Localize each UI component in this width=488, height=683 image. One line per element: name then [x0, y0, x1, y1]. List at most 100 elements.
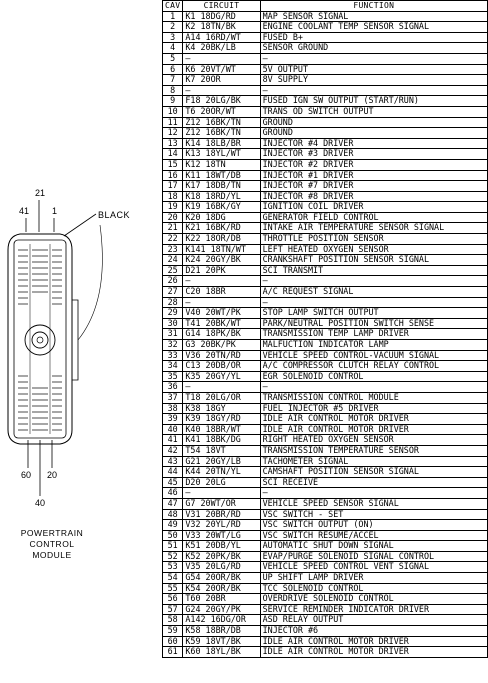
cell-function: GROUND [260, 117, 487, 128]
cell-function: CAMSHAFT POSITION SENSOR SIGNAL [260, 467, 487, 478]
cell-function: VEHICLE SPEED CONTROL-VACUUM SIGNAL [260, 350, 487, 361]
cell-circuit: — [183, 85, 260, 96]
pin-label-41: 41 [19, 206, 29, 216]
table-row: 46— — [163, 488, 488, 499]
cell-circuit: G7 20WT/OR [183, 498, 260, 509]
cell-function: SCI RECEIVE [260, 477, 487, 488]
table-row: 5— — [163, 53, 488, 64]
cell-circuit: T41 20BK/WT [183, 318, 260, 329]
cell-cav: 34 [163, 361, 183, 372]
table-row: 51 K51 20DB/YL AUTOMATIC SHUT DOWN SIGNAL [163, 541, 488, 552]
cell-cav: 38 [163, 403, 183, 414]
cell-cav: 4 [163, 43, 183, 54]
cell-circuit: K13 18YL/WT [183, 149, 260, 160]
cell-circuit: D20 20LG [183, 477, 260, 488]
cell-circuit: K22 18OR/DB [183, 234, 260, 245]
cell-function: IDLE AIR CONTROL MOTOR DRIVER [260, 636, 487, 647]
cell-function: TRANSMISSION CONTROL MODULE [260, 392, 487, 403]
cell-cav: 17 [163, 181, 183, 192]
cell-circuit: A142 16DG/OR [183, 615, 260, 626]
cell-function: SCI TRANSMIT [260, 265, 487, 276]
cell-cav: 39 [163, 414, 183, 425]
cell-cav: 11 [163, 117, 183, 128]
cell-circuit: V35 20LG/RD [183, 562, 260, 573]
cell-function: — [260, 85, 487, 96]
cell-cav: 2 [163, 22, 183, 33]
cell-cav: 41 [163, 435, 183, 446]
cell-cav: 55 [163, 583, 183, 594]
table-row: 23 K141 18TN/WT LEFT HEATED OXYGEN SENSOR [163, 244, 488, 255]
cell-function: A/C COMPRESSOR CLUTCH RELAY CONTROL [260, 361, 487, 372]
cell-cav: 58 [163, 615, 183, 626]
cell-circuit: — [183, 297, 260, 308]
cell-function: MAP SENSOR SIGNAL [260, 11, 487, 22]
cell-circuit: K6 20VT/WT [183, 64, 260, 75]
table-row: 6 K6 20VT/WT 5V OUTPUT [163, 64, 488, 75]
cell-circuit: V40 20WT/PK [183, 308, 260, 319]
cell-cav: 5 [163, 53, 183, 64]
cell-function: RIGHT HEATED OXYGEN SENSOR [260, 435, 487, 446]
table-row: 8— — [163, 85, 488, 96]
cell-circuit: K19 16BK/GY [183, 202, 260, 213]
black-label: BLACK [98, 210, 130, 220]
cell-function: — [260, 488, 487, 499]
cell-cav: 59 [163, 626, 183, 637]
table-row: 50 V33 20WT/LG VSC SWITCH RESUME/ACCEL [163, 530, 488, 541]
cell-circuit: — [183, 488, 260, 499]
table-row: 55 K54 20OR/BK TCC SOLENOID CONTROL [163, 583, 488, 594]
table-row: 15 K12 18TN INJECTOR #2 DRIVER [163, 159, 488, 170]
pin-label-1: 1 [52, 206, 57, 216]
cell-function: — [260, 276, 487, 287]
table-row: 18 K18 18RD/YL INJECTOR #8 DRIVER [163, 191, 488, 202]
cell-circuit: Z12 16BK/TN [183, 117, 260, 128]
cell-circuit: K51 20DB/YL [183, 541, 260, 552]
table-row: 1 K1 18DG/RD MAP SENSOR SIGNAL [163, 11, 488, 22]
cell-cav: 22 [163, 234, 183, 245]
cell-cav: 10 [163, 106, 183, 117]
cell-cav: 21 [163, 223, 183, 234]
mount-hole-outer [25, 325, 55, 355]
cell-circuit: K24 20GY/BK [183, 255, 260, 266]
cell-function: TCC SOLENOID CONTROL [260, 583, 487, 594]
cell-circuit: K17 18DB/TN [183, 181, 260, 192]
cell-circuit: K14 18LB/BR [183, 138, 260, 149]
cell-cav: 20 [163, 212, 183, 223]
cell-circuit: K4 20BK/LB [183, 43, 260, 54]
table-row: 2 K2 18TN/BK ENGINE COOLANT TEMP SENSOR SI… [163, 22, 488, 33]
cell-circuit: K141 18TN/WT [183, 244, 260, 255]
cell-cav: 15 [163, 159, 183, 170]
cell-function: EGR SOLENOID CONTROL [260, 371, 487, 382]
cell-function: UP SHIFT LAMP DRIVER [260, 573, 487, 584]
cell-circuit: T18 20LG/OR [183, 392, 260, 403]
cell-cav: 26 [163, 276, 183, 287]
cell-function: INJECTOR #1 DRIVER [260, 170, 487, 181]
table-row: 13 K14 18LB/BR INJECTOR #4 DRIVER [163, 138, 488, 149]
cell-circuit: K11 18WT/DB [183, 170, 260, 181]
cell-function: IGNITION COIL DRIVER [260, 202, 487, 213]
cell-circuit: G24 20GY/PK [183, 604, 260, 615]
cell-function: TRANS OD SWITCH OUTPUT [260, 106, 487, 117]
cell-cav: 60 [163, 636, 183, 647]
cell-circuit: K59 18VT/BK [183, 636, 260, 647]
cell-cav: 6 [163, 64, 183, 75]
table-row: 41 K41 18BK/DG RIGHT HEATED OXYGEN SENSOR [163, 435, 488, 446]
cell-function: CRANKSHAFT POSITION SENSOR SIGNAL [260, 255, 487, 266]
cell-circuit: — [183, 53, 260, 64]
cell-circuit: K52 20PK/BK [183, 551, 260, 562]
connector-latch [72, 300, 78, 380]
pin-label-20: 20 [47, 470, 57, 480]
cell-function: PARK/NEUTRAL POSITION SWITCH SENSE [260, 318, 487, 329]
cell-circuit: K21 16BK/RD [183, 223, 260, 234]
cell-cav: 14 [163, 149, 183, 160]
cell-cav: 31 [163, 329, 183, 340]
cell-function: ENGINE COOLANT TEMP SENSOR SIGNAL [260, 22, 487, 33]
table-row: 25 D21 20PK SCI TRANSMIT [163, 265, 488, 276]
cell-circuit: A14 16RD/WT [183, 32, 260, 43]
cell-circuit: K58 18BR/DB [183, 626, 260, 637]
cell-cav: 61 [163, 647, 183, 658]
cell-function: ASD RELAY OUTPUT [260, 615, 487, 626]
table-row: 21 K21 16BK/RD INTAKE AIR TEMPERATURE SENS… [163, 223, 488, 234]
cell-circuit: V33 20WT/LG [183, 530, 260, 541]
cell-function: A/C REQUEST SIGNAL [260, 287, 487, 298]
table-row: 61 K60 18YL/BK IDLE AIR CONTROL MOTOR DRIV… [163, 647, 488, 658]
